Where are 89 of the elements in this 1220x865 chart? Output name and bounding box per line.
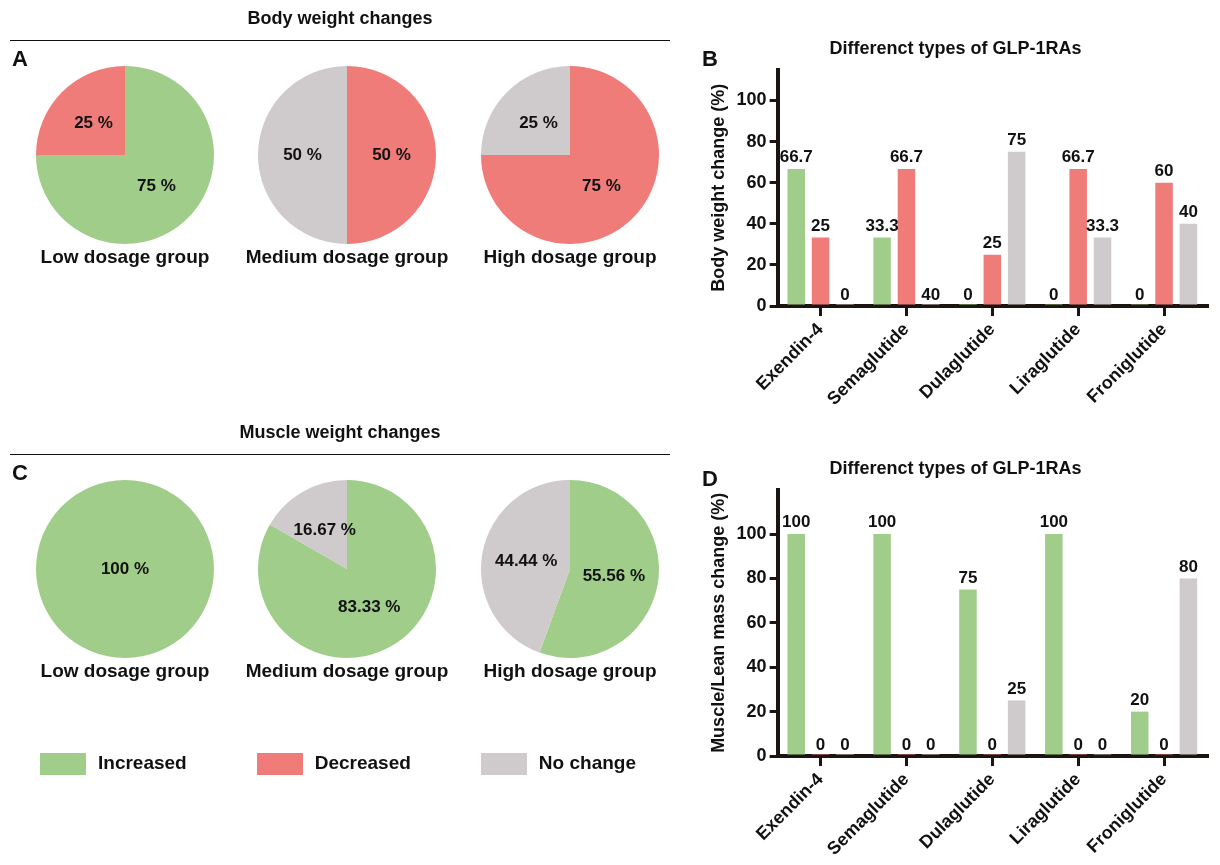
y-axis-title: Body weight change (%) [707, 83, 728, 292]
text: C [12, 460, 28, 486]
data-label: 55.56 % [582, 566, 646, 586]
bar [811, 237, 830, 305]
bar [897, 168, 916, 305]
text: Muscle weight changes [238, 422, 442, 443]
y-axis-title: Muscle/Lean mass change (%) [707, 492, 728, 753]
data-label: 0 [1073, 735, 1083, 755]
text: A [12, 46, 28, 72]
text: B [702, 46, 718, 72]
bar [1179, 578, 1198, 755]
bar [873, 534, 891, 755]
text: Body weight changes [246, 8, 434, 29]
text: High dosage group [482, 660, 658, 682]
bar [1007, 700, 1026, 755]
data-label: 25 % [74, 113, 113, 133]
y-tick-label: 0 [756, 295, 767, 316]
data-label: 0 [987, 735, 998, 755]
data-label: 40 [1178, 201, 1198, 221]
legend-label: Decreased [314, 752, 411, 773]
y-tick-label: 100 [736, 89, 767, 110]
data-label: 20 [1130, 689, 1150, 709]
data-label: 75 % [137, 176, 176, 196]
text: Medium dosage group [244, 660, 450, 682]
data-label: 0 [1159, 735, 1169, 755]
text: D [702, 466, 718, 492]
data-label: 100 [1039, 512, 1069, 532]
data-label: 66.7 [889, 147, 923, 167]
y-tick-label: 80 [746, 130, 767, 151]
bar [787, 168, 805, 305]
data-label: 0 [963, 285, 973, 305]
text: High dosage group [482, 246, 658, 268]
data-label: 0 [840, 735, 850, 755]
data-label: 50 % [283, 144, 322, 164]
data-label: 25 [1007, 678, 1027, 698]
text: Low dosage group [39, 246, 211, 268]
bar [873, 237, 891, 305]
y-tick-label: 40 [746, 656, 767, 677]
data-label: 0 [815, 735, 826, 755]
text: Low dosage group [39, 660, 211, 682]
data-label: 33.3 [865, 215, 899, 235]
data-label: 75 [1007, 130, 1027, 150]
data-label: 33.3 [1085, 215, 1120, 235]
data-label: 44.44 % [494, 550, 558, 570]
bar [1130, 711, 1149, 755]
data-label: 0 [1097, 735, 1108, 755]
data-label: 100 [782, 512, 811, 532]
bar [787, 534, 805, 755]
chart-title: Differenct types of GLP-1RAs [829, 457, 1082, 478]
y-tick-label: 100 [736, 522, 767, 543]
data-label: 50 % [372, 144, 411, 164]
annotation: 40 [921, 285, 941, 305]
legend-label: No change [538, 752, 636, 773]
data-label: 0 [1049, 285, 1059, 305]
data-label: 0 [1135, 285, 1145, 305]
bar [983, 254, 1002, 305]
y-tick-label: 0 [756, 745, 767, 766]
data-label: 25 [982, 232, 1002, 252]
y-tick-label: 80 [746, 567, 767, 588]
data-label: 66.7 [779, 147, 813, 167]
data-label: 100 [867, 512, 897, 532]
y-tick-label: 20 [746, 253, 767, 274]
text: Medium dosage group [244, 246, 450, 268]
data-label: 75 [958, 567, 978, 587]
data-label: 100 % [100, 558, 150, 578]
data-label: 60 [1154, 160, 1174, 180]
y-tick-label: 20 [746, 700, 767, 721]
legend-label: Increased [98, 752, 187, 773]
bar [1045, 534, 1063, 755]
data-label: 0 [840, 285, 850, 305]
data-label: 25 % [519, 113, 558, 133]
bar [1007, 151, 1026, 305]
y-tick-label: 60 [746, 171, 767, 192]
data-label: 0 [926, 735, 936, 755]
data-label: 66.7 [1061, 147, 1095, 167]
bar [1155, 182, 1173, 305]
y-tick-label: 60 [746, 611, 767, 632]
data-label: 16.67 % [293, 520, 356, 540]
bar [1069, 168, 1087, 305]
annotation: 25 [811, 215, 831, 235]
y-tick-label: 40 [746, 212, 767, 233]
bar [1179, 223, 1198, 305]
chart-title: Differenct types of GLP-1RAs [829, 37, 1082, 58]
bar [1093, 237, 1112, 305]
data-label: 80 [1178, 556, 1198, 576]
bar [959, 589, 977, 755]
data-label: 75 % [582, 176, 621, 196]
data-label: 83.33 % [338, 597, 401, 617]
data-label: 0 [901, 735, 912, 755]
